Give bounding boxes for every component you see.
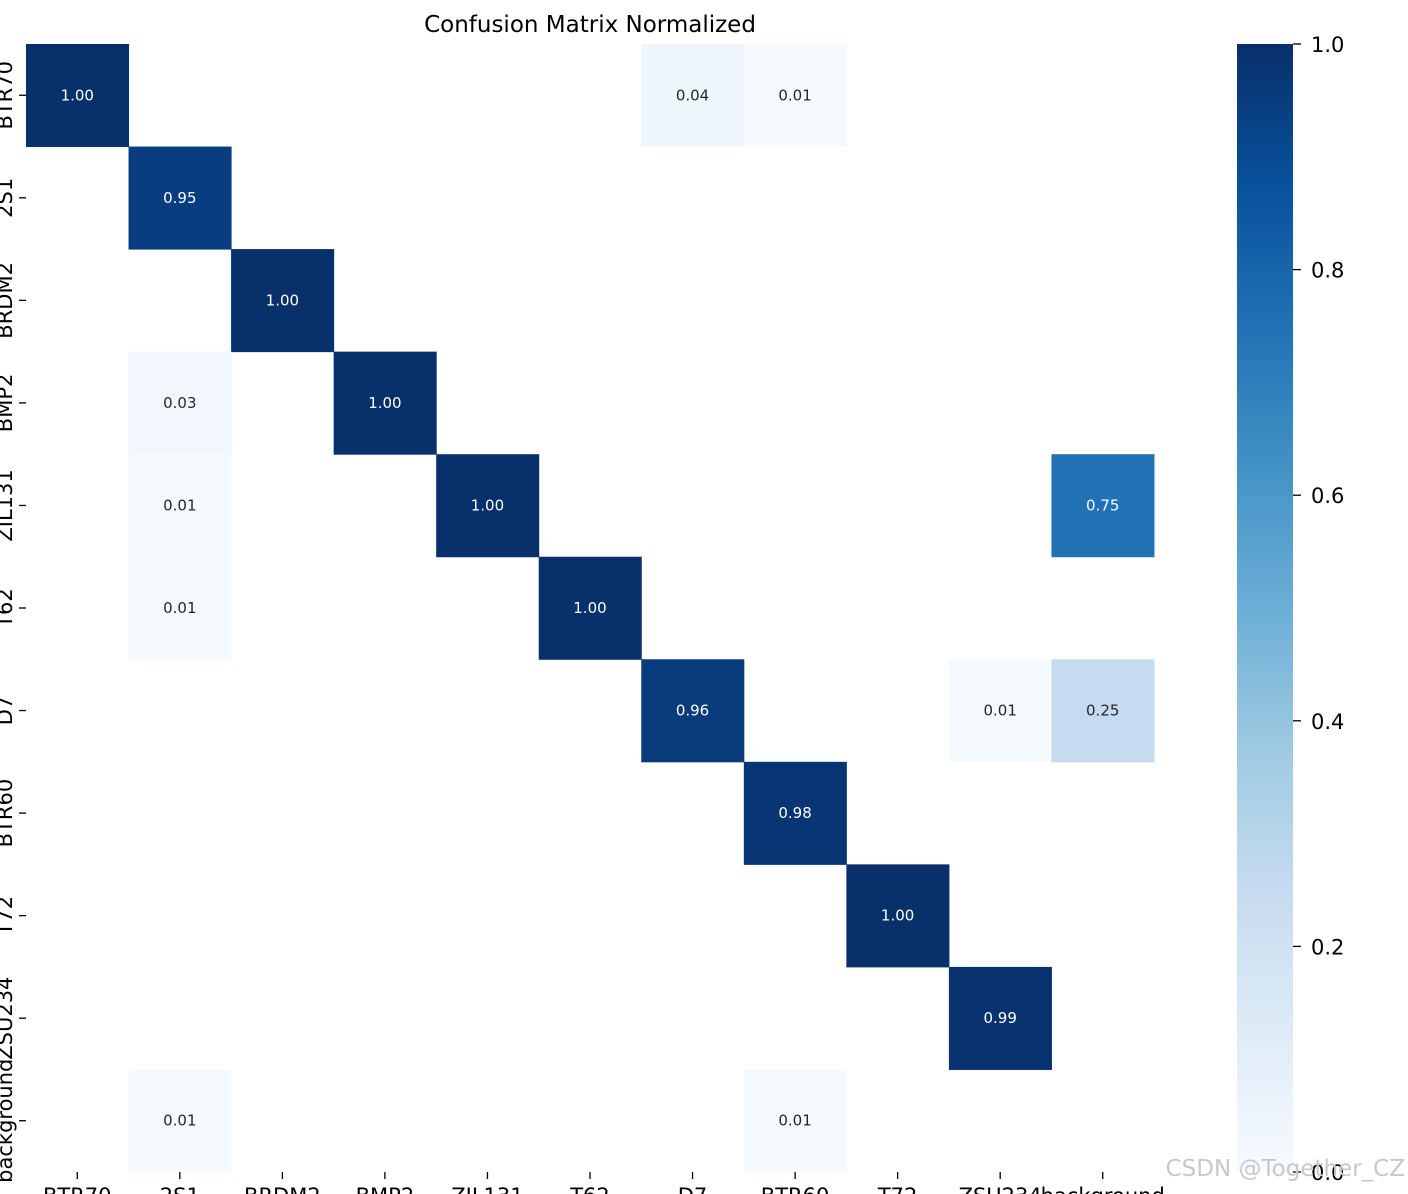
heatmap-cell [333, 351, 437, 455]
heatmap-cell [948, 659, 1052, 763]
heatmap-cell [231, 249, 335, 353]
watermark: CSDN @Together_CZ [1166, 1156, 1405, 1182]
heatmap-cell [743, 1069, 847, 1173]
x-tick-label: BMP2 [356, 1184, 415, 1194]
colorbar-tick-label: 0.4 [1311, 710, 1344, 734]
heatmap-cell [128, 556, 232, 660]
cell-value-label: 1.00 [573, 599, 606, 617]
colorbar-tick-label: 0.6 [1311, 484, 1344, 508]
cell-value-label: 0.01 [983, 702, 1016, 720]
cell-value-label: 1.00 [368, 394, 401, 412]
y-tick-label: ZIL131 [0, 469, 17, 541]
cell-value-label: 1.00 [266, 291, 299, 309]
y-tick-label: BRDM2 [0, 262, 17, 339]
y-tick-label: BTR70 [0, 61, 17, 130]
cell-value-label: 1.00 [471, 496, 504, 514]
colorbar: 0.0 0.2 0.4 0.6 0.8 1.0 [1237, 33, 1344, 1185]
heatmap-cell [538, 556, 642, 660]
cell-value-label: 0.75 [1086, 496, 1119, 514]
y-tick-label: ZSU234 [0, 977, 17, 1060]
heatmap-cell-labels: 1.00 0.04 0.01 0.95 1.00 0.03 1.00 0.01 1.00 0.75… [61, 86, 1120, 1129]
colorbar-tick-label: 0.0 [1311, 1161, 1344, 1185]
colorbar-tick-label: 0.2 [1311, 935, 1344, 959]
y-tick-label: T72 [0, 896, 17, 937]
heatmap-cell [641, 659, 745, 763]
heatmap-cell [743, 761, 847, 865]
y-tick-label: 2S1 [0, 178, 17, 218]
y-tick-label: BMP2 [0, 374, 17, 433]
cell-value-label: 0.96 [676, 702, 709, 720]
cell-value-label: 0.03 [163, 394, 196, 412]
y-tick-label: T62 [0, 588, 17, 629]
x-tick-label: BTR60 [761, 1184, 830, 1194]
cell-value-label: 0.25 [1086, 702, 1119, 720]
cell-value-label: 0.95 [163, 189, 196, 207]
x-axis: BTR70 2S1 BRDM2 BMP2 ZIL131 T62 D7 BTR60 T72 ZSU2… [43, 1172, 1165, 1194]
y-axis: BTR70 2S1 BRDM2 BMP2 ZIL131 T62 D7 BTR60 T72 ZSU2… [0, 61, 26, 1183]
heatmap-cell [948, 966, 1052, 1070]
cell-value-label: 0.04 [676, 86, 709, 104]
cell-value-label: 0.99 [983, 1009, 1016, 1027]
x-tick-label: T62 [569, 1184, 610, 1194]
colorbar-tick-label: 1.0 [1311, 33, 1344, 57]
y-tick-label: BTR60 [0, 779, 17, 848]
x-tick-label: BRDM2 [244, 1184, 321, 1194]
cell-value-label: 1.00 [61, 86, 94, 104]
cell-value-label: 0.01 [778, 86, 811, 104]
heatmap-cells [26, 44, 1155, 1173]
heatmap-cell [128, 146, 232, 250]
heatmap-cell [1051, 454, 1155, 558]
x-tick-label: T72 [877, 1184, 918, 1194]
y-tick-label: background [0, 1059, 17, 1183]
heatmap-cell [128, 1069, 232, 1173]
x-tick-label: BTR70 [43, 1184, 112, 1194]
heatmap-cell [128, 454, 232, 558]
x-tick-label: 2S1 [160, 1184, 200, 1194]
cell-value-label: 0.98 [778, 804, 811, 822]
heatmap-cell [1051, 659, 1155, 763]
cell-value-label: 0.01 [163, 496, 196, 514]
cell-value-label: 1.00 [881, 907, 914, 925]
colorbar-gradient [1237, 44, 1293, 1172]
x-tick-label: ZSU234 [959, 1184, 1042, 1194]
heatmap-cell [26, 44, 130, 148]
x-tick-label: ZIL131 [451, 1184, 523, 1194]
x-tick-label: D7 [678, 1184, 708, 1194]
cell-value-label: 0.01 [163, 1112, 196, 1130]
heatmap-cell [846, 864, 950, 968]
chart-title: Confusion Matrix Normalized [424, 12, 756, 38]
colorbar-tick-label: 0.8 [1311, 259, 1344, 283]
heatmap-cell [743, 44, 847, 148]
cell-value-label: 0.01 [163, 599, 196, 617]
y-tick-label: D7 [0, 696, 17, 726]
heatmap-cell [128, 351, 232, 455]
heatmap-cell [436, 454, 540, 558]
x-tick-label: background [1041, 1184, 1165, 1194]
heatmap-cell [641, 44, 745, 148]
cell-value-label: 0.01 [778, 1112, 811, 1130]
